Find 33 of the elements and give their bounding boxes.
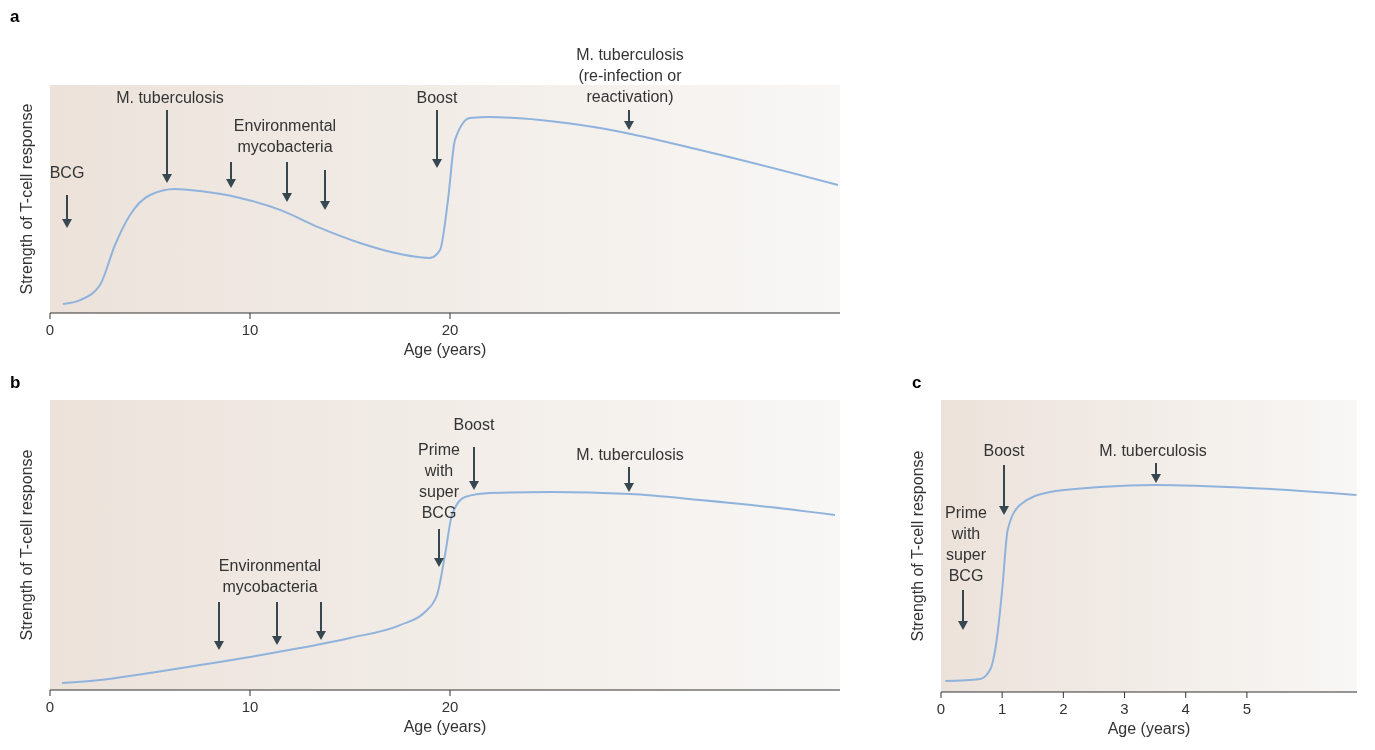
x-tick-label: 0 xyxy=(936,700,946,717)
y-axis-title: Strength of T-cell response xyxy=(18,449,35,641)
chart-title: a xyxy=(10,7,20,26)
x-tick-label: 10 xyxy=(241,698,259,715)
text: Boost xyxy=(453,416,496,433)
x-axis-title: Age (years) xyxy=(1107,720,1191,737)
x-tick-label: 3 xyxy=(1120,700,1129,717)
chart-title: b xyxy=(10,373,21,392)
annotation: Environmental mycobacteria xyxy=(233,117,337,155)
x-tick-label: 10 xyxy=(241,321,259,338)
y-axis-title: Strength of T-cell response xyxy=(18,103,35,295)
annotation: Prime with super BCG xyxy=(945,504,987,584)
text: M. tuberculosis xyxy=(116,89,224,106)
x-tick-label: 1 xyxy=(998,700,1007,717)
annotation: Environmental mycobacteria xyxy=(218,557,322,595)
x-tick-label: 20 xyxy=(441,698,459,715)
x-axis-title: Age (years) xyxy=(403,341,487,358)
x-axis-title: Age (years) xyxy=(403,718,487,735)
text: M. tuberculosis xyxy=(1099,442,1207,459)
x-tick-label: 4 xyxy=(1181,700,1190,717)
text: M. tuberculosis (re-infection or reactivation) xyxy=(576,46,684,105)
text: Boost xyxy=(983,442,1026,459)
x-tick-label: 0 xyxy=(45,698,55,715)
text: Boost xyxy=(416,89,459,106)
annotation: BCG xyxy=(49,164,85,181)
y-axis-title: Strength of T-cell response xyxy=(909,450,926,642)
x-tick-label: 0 xyxy=(45,321,55,338)
annotation: Prime with super BCG xyxy=(418,441,460,521)
chart-title: c xyxy=(912,373,922,392)
text: M. tuberculosis xyxy=(576,446,684,463)
x-tick-label: 5 xyxy=(1242,700,1252,717)
x-tick-label: 20 xyxy=(441,321,459,338)
x-tick-label: 2 xyxy=(1059,700,1068,717)
